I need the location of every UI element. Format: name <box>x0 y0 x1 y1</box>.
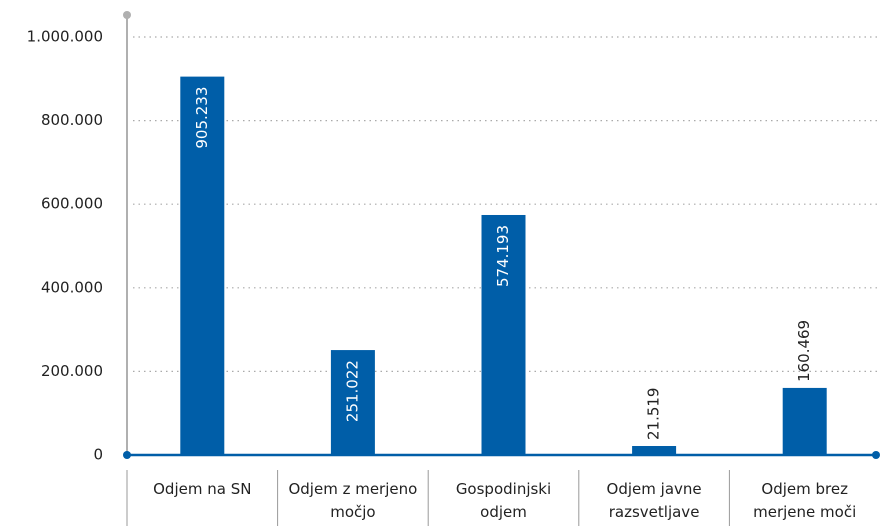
bar <box>180 76 225 455</box>
y-tick-label: 0 <box>93 446 103 464</box>
x-tick-label: Odjem brez merjene moči <box>753 480 856 521</box>
x-tick-line: Odjem brez <box>761 480 848 498</box>
y-tick-label: 1.000.000 <box>27 28 103 46</box>
value-label: 21.519 <box>645 388 663 441</box>
value-label: 574.193 <box>494 225 512 287</box>
x-tick-line: Odjem javne <box>607 480 702 498</box>
value-label: 251.022 <box>343 360 361 422</box>
x-tick-label: Odjem na SN <box>153 480 251 498</box>
bar <box>481 214 526 455</box>
x-tick-line: Gospodinjski <box>456 480 551 498</box>
y-tick-label: 800.000 <box>41 111 103 129</box>
x-tick-line: razsvetljave <box>609 503 700 521</box>
y-tick-label: 400.000 <box>41 278 103 296</box>
value-label: 905.233 <box>193 87 211 149</box>
x-tick-line: odjem <box>480 503 527 521</box>
y-tick-label: 200.000 <box>41 362 103 380</box>
x-tick-label: Gospodinjski odjem <box>456 480 551 521</box>
value-label: 160.469 <box>795 320 813 382</box>
x-axis-cap <box>123 451 131 459</box>
bar <box>782 387 827 455</box>
x-tick-line: Odjem na SN <box>153 480 251 498</box>
y-tick-label: 600.000 <box>41 195 103 213</box>
x-tick-line: močjo <box>330 503 375 521</box>
y-axis-cap <box>123 11 131 19</box>
x-tick-line: merjene moči <box>753 503 856 521</box>
x-axis-cap <box>872 451 880 459</box>
bar <box>330 350 375 455</box>
bar <box>632 446 677 455</box>
x-tick-label: Odjem javne razsvetljave <box>607 480 702 521</box>
x-tick-line: Odjem z merjeno <box>288 480 417 498</box>
x-tick-label: Odjem z merjeno močjo <box>288 480 417 521</box>
